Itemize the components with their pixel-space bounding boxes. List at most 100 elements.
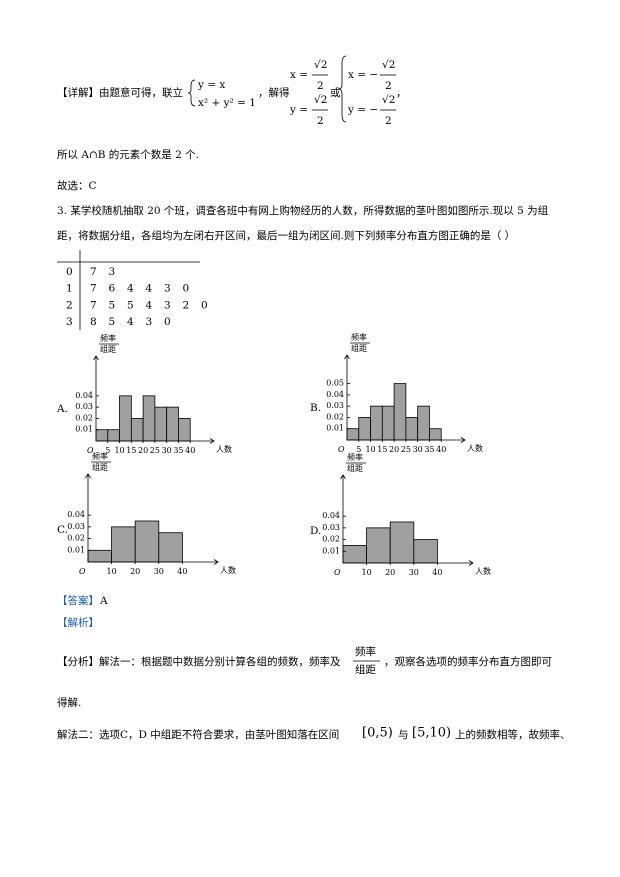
bar (413, 539, 438, 564)
y-tick-label: 0.05 (326, 379, 344, 388)
bar (154, 406, 168, 442)
brace (338, 55, 347, 123)
stem: 1 (66, 283, 73, 295)
leaf: 3 (109, 266, 116, 278)
y-tick-label: 0.01 (322, 546, 340, 555)
leaf: 0 (201, 299, 208, 311)
x-tick-label: 20 (385, 568, 395, 577)
x-tick-label: 40 (177, 567, 187, 576)
bar (95, 429, 109, 442)
fraction-den: 2 (317, 115, 324, 127)
x-label: 人数 (475, 566, 491, 576)
bar (381, 405, 395, 441)
x-tick-label: 40 (436, 445, 446, 454)
y-tick-label: 0.02 (67, 534, 85, 543)
option-label: A. (56, 403, 68, 415)
origin: O (79, 567, 86, 576)
origin: O (87, 446, 94, 455)
solution-lhs: y = − (347, 104, 378, 116)
bar (429, 428, 442, 441)
leaf: 3 (164, 283, 171, 295)
leaf: 2 (183, 299, 190, 311)
leaf: 5 (109, 299, 116, 311)
leaf: 6 (109, 283, 116, 295)
x-tick-label: 30 (409, 568, 419, 577)
stem: 0 (66, 266, 73, 278)
analysis-tag: 【解析】 (57, 616, 99, 629)
x-tick-label: 40 (432, 568, 442, 577)
leaf: 3 (146, 316, 153, 328)
leaf: 0 (164, 316, 171, 328)
x-tick-label: 30 (413, 445, 423, 454)
x-tick-label: 20 (130, 567, 140, 576)
count-line: 所以 A∩B 的元素个数是 2 个. (57, 148, 199, 161)
fraction-num: √2 (382, 59, 395, 71)
y-label-num: 频率 (100, 333, 116, 343)
solution-lhs: x = (290, 69, 308, 81)
stem: 2 (66, 299, 73, 311)
interval: [5,10) (412, 726, 451, 741)
bar (158, 532, 183, 563)
bar (389, 521, 415, 564)
x-tick-label: 20 (138, 446, 148, 455)
bar (119, 395, 132, 442)
y-tick-label: 0.01 (326, 424, 344, 433)
analysis: 得解. (57, 696, 81, 709)
bar (107, 429, 120, 442)
x-tick-label: 35 (173, 446, 183, 455)
analysis: 解法二：选项C，D 中组距不符合要求，由茎叶图知落在区间 (57, 728, 339, 741)
x-tick-label: 15 (126, 446, 136, 455)
bar (346, 428, 360, 441)
option-label: D. (310, 525, 321, 537)
or: 或 (330, 87, 341, 99)
y-tick-label: 0.03 (75, 402, 93, 411)
bar (393, 383, 407, 441)
equation: y = x (197, 79, 225, 91)
leaf: 4 (127, 283, 134, 295)
x-label: 人数 (467, 443, 483, 453)
interval: [0,5) (362, 726, 393, 741)
fraction-den: 2 (385, 115, 392, 127)
y-tick-label: 0.02 (322, 535, 340, 544)
fraction-num: √2 (314, 94, 327, 106)
y-label-den: 组距 (92, 462, 108, 472)
fraction-num: √2 (382, 94, 395, 106)
y-label-den: 组距 (347, 463, 363, 473)
x-label: 人数 (216, 444, 232, 454)
y-tick-label: 0.04 (67, 510, 85, 519)
leaf: 8 (90, 316, 97, 328)
y-tick-label: 0.03 (326, 401, 344, 410)
detail-prefix: 【详解】由题意可得，联立 (57, 86, 183, 99)
choice: 故选：C (57, 179, 97, 192)
question: 3. 某学校随机抽取 20 个班，调查各班中有网上购物经历的人数，所得数据的茎叶… (57, 204, 549, 217)
fraction-num: √2 (314, 59, 327, 71)
origin: O (334, 568, 341, 577)
x-label: 人数 (220, 565, 236, 575)
solution-lhs: x = − (348, 69, 378, 81)
comma: ， (396, 87, 407, 99)
leaf: 5 (127, 299, 134, 311)
x-tick-label: 15 (377, 445, 387, 454)
y-tick-label: 0.01 (75, 425, 93, 434)
x-tick-label: 20 (389, 445, 399, 454)
x-tick-label: 10 (114, 446, 124, 455)
bar (358, 417, 371, 441)
brace (187, 79, 196, 107)
x-tick-label: 10 (107, 567, 117, 576)
bar (178, 418, 191, 442)
leaf: 7 (90, 299, 97, 311)
y-tick-label: 0.02 (326, 412, 344, 421)
y-tick-label: 0.04 (75, 391, 93, 400)
fraction-den: 2 (385, 80, 392, 92)
bar (417, 405, 430, 441)
x-tick-label: 10 (365, 445, 375, 454)
leaf: 4 (146, 283, 153, 295)
stem: 3 (66, 316, 73, 328)
leaf: 4 (146, 299, 153, 311)
x-tick-label: 35 (424, 445, 434, 454)
y-tick-label: 0.03 (67, 522, 85, 531)
bar (111, 526, 136, 563)
option-label: B. (310, 402, 321, 414)
solution-lhs: y = (289, 104, 308, 116)
